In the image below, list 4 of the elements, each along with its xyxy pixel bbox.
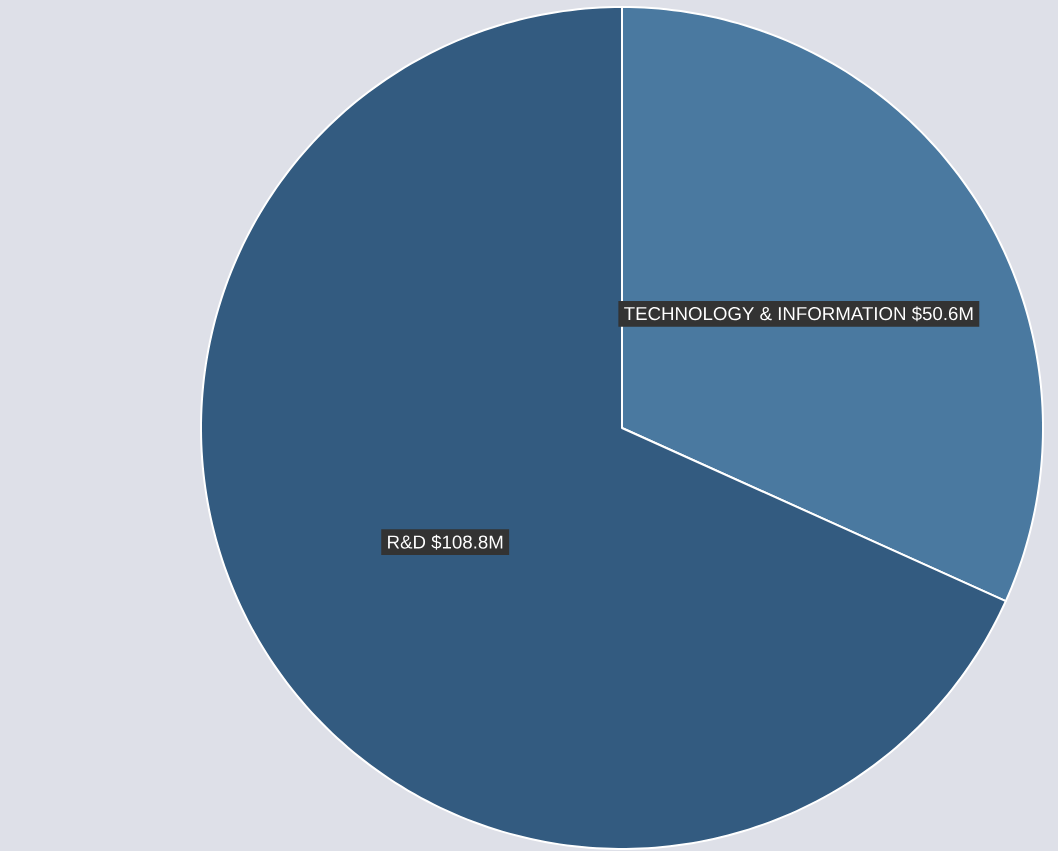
slice-label: TECHNOLOGY & INFORMATION bbox=[624, 306, 905, 321]
data-label: $108.8M bbox=[431, 534, 503, 550]
data-label: $50.6M bbox=[911, 306, 973, 322]
slice-label: R&D bbox=[388, 535, 426, 549]
